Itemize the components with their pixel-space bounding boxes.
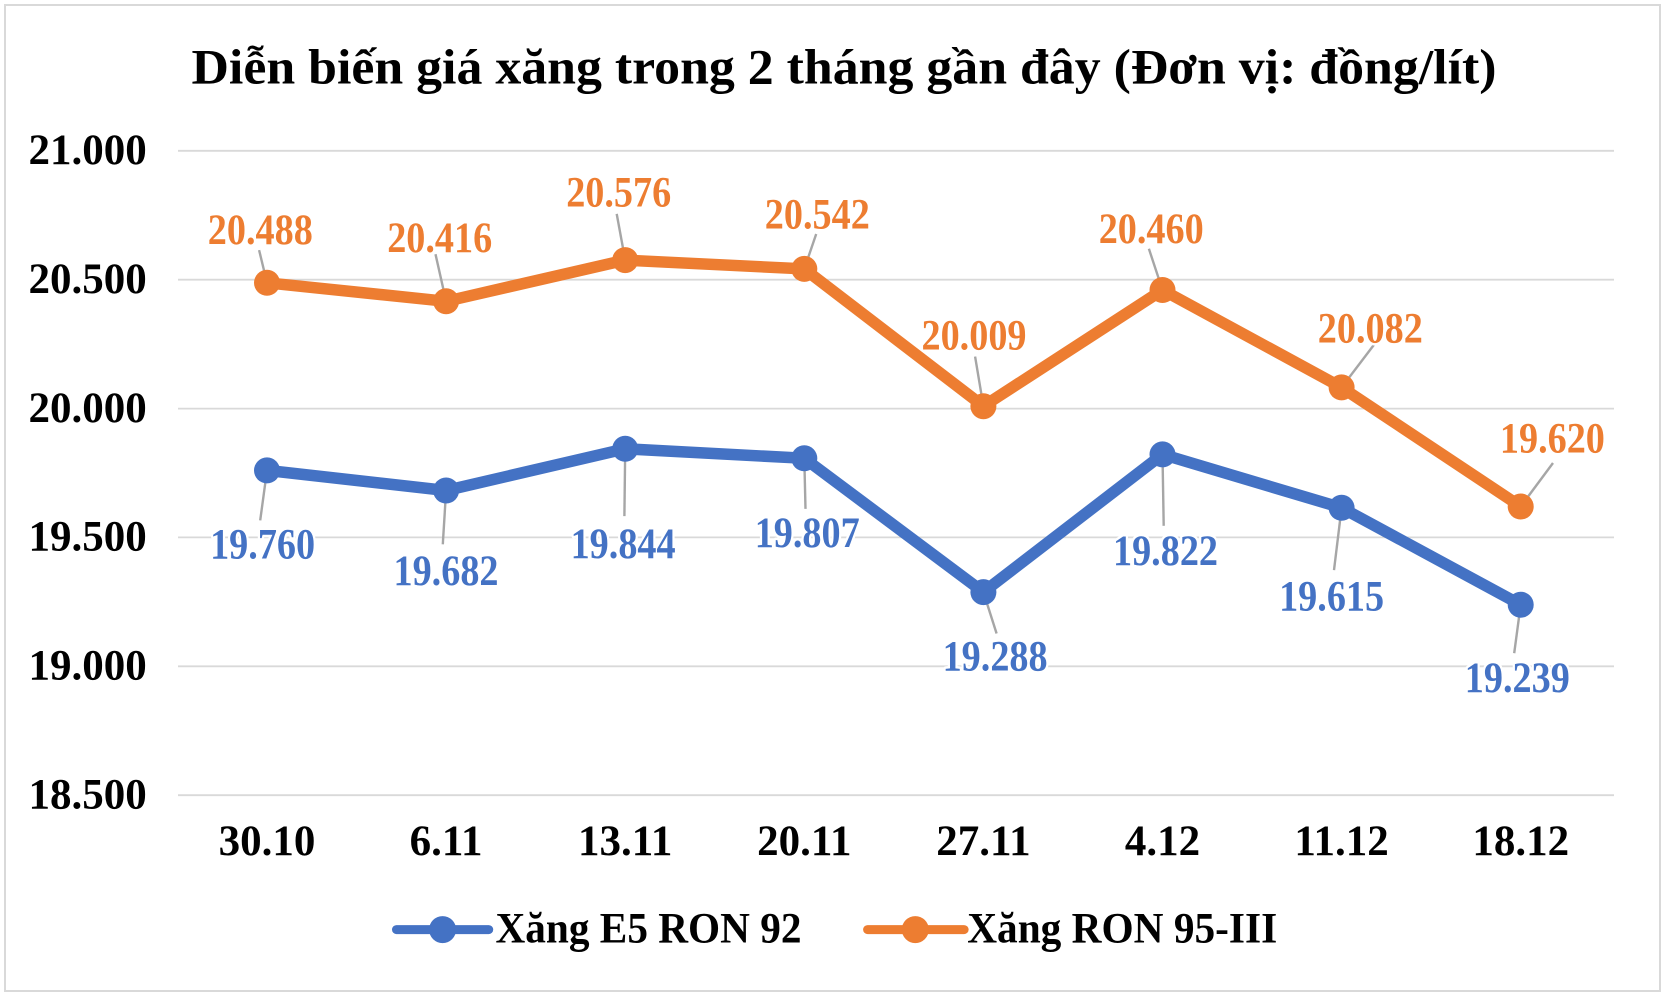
svg-text:19.682: 19.682 (394, 548, 499, 595)
svg-text:Xăng E5 RON 92: Xăng E5 RON 92 (496, 906, 802, 953)
svg-text:19.615: 19.615 (1279, 574, 1384, 621)
svg-text:20.009: 20.009 (922, 313, 1027, 360)
svg-text:19.500: 19.500 (29, 514, 147, 561)
svg-text:21.000: 21.000 (29, 127, 147, 174)
svg-text:20.488: 20.488 (208, 207, 313, 254)
svg-text:19.844: 19.844 (571, 521, 676, 568)
svg-text:20.542: 20.542 (765, 192, 870, 239)
svg-text:20.576: 20.576 (566, 170, 671, 217)
svg-text:6.11: 6.11 (410, 818, 483, 865)
svg-text:4.12: 4.12 (1125, 818, 1200, 865)
svg-text:20.416: 20.416 (387, 215, 492, 262)
svg-text:19.239: 19.239 (1465, 655, 1570, 702)
svg-text:Diễn biến giá xăng trong 2 thá: Diễn biến giá xăng trong 2 tháng gần đây… (192, 39, 1497, 95)
svg-text:Xăng RON 95-III: Xăng RON 95-III (967, 906, 1277, 953)
svg-text:19.807: 19.807 (755, 510, 860, 557)
svg-text:27.11: 27.11 (936, 818, 1030, 865)
svg-text:20.11: 20.11 (757, 818, 851, 865)
svg-text:19.620: 19.620 (1500, 416, 1605, 463)
svg-text:19.000: 19.000 (29, 643, 147, 690)
svg-text:19.288: 19.288 (943, 634, 1048, 681)
svg-text:30.10: 30.10 (219, 818, 316, 865)
svg-text:19.760: 19.760 (210, 522, 315, 569)
svg-text:19.822: 19.822 (1113, 528, 1218, 575)
svg-text:20.000: 20.000 (29, 385, 147, 432)
svg-text:20.082: 20.082 (1318, 305, 1423, 352)
svg-text:20.500: 20.500 (29, 256, 147, 303)
svg-text:13.11: 13.11 (578, 818, 672, 865)
svg-text:18.12: 18.12 (1472, 818, 1569, 865)
svg-text:18.500: 18.500 (29, 771, 147, 818)
svg-text:20.460: 20.460 (1099, 206, 1204, 253)
svg-text:11.12: 11.12 (1294, 818, 1388, 865)
